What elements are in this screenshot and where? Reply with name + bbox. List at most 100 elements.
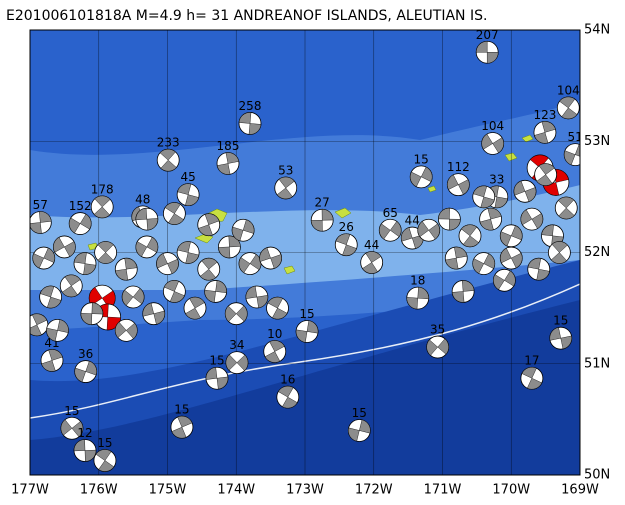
focal-mechanism — [90, 195, 114, 219]
beachball-compression — [348, 419, 371, 442]
beachball-compression — [417, 221, 440, 240]
beachball-compression — [520, 209, 544, 229]
beachball-compression — [559, 96, 578, 120]
beachball-compression — [204, 280, 227, 303]
depth-label: 12 — [77, 426, 92, 440]
focal-mechanism — [417, 218, 441, 242]
depth-label: 15 — [553, 314, 568, 328]
depth-label: 152 — [69, 199, 92, 213]
map-frame — [29, 29, 581, 476]
focal-mechanism — [549, 326, 573, 350]
beachball-compression — [426, 338, 449, 356]
focal-mechanism — [80, 302, 104, 326]
beachball-compression — [295, 320, 319, 343]
beachball-compression — [500, 225, 523, 247]
beachball-compression — [74, 360, 97, 383]
focal-mechanism — [204, 280, 228, 303]
focal-mechanism — [183, 296, 207, 320]
focal-mechanism — [437, 207, 461, 231]
beachball-compression — [97, 241, 114, 264]
beachball-compression — [481, 133, 504, 154]
focal-mechanism — [217, 235, 241, 259]
beachball-compression — [142, 302, 165, 325]
lon-tick-label: 177W — [11, 483, 49, 498]
focal-mechanism — [197, 257, 221, 281]
depth-label: 53 — [278, 163, 293, 177]
depth-label: 207 — [476, 28, 499, 42]
focal-mechanism — [444, 246, 468, 270]
focal-mechanism — [492, 268, 516, 292]
depth-label: 65 — [383, 206, 398, 220]
beachball-compression — [198, 213, 220, 236]
beachball-compression — [536, 163, 555, 186]
focal-mechanism — [426, 335, 450, 359]
depth-label: 33 — [489, 172, 504, 186]
depth-label: 36 — [78, 347, 93, 361]
lat-tick-label: 54N — [584, 23, 610, 38]
focal-mechanism — [197, 213, 221, 237]
focal-mechanism — [451, 280, 475, 303]
beachball-compression — [550, 241, 568, 264]
focal-mechanism — [406, 286, 430, 310]
depth-label: 15 — [352, 406, 367, 420]
focal-mechanism — [238, 112, 262, 135]
beachball-compression — [205, 367, 229, 390]
depth-label: 123 — [533, 108, 556, 122]
focal-mechanism — [334, 233, 358, 257]
beachball-compression — [225, 305, 248, 322]
beachball-compression — [61, 274, 81, 298]
depth-label: 15 — [64, 404, 79, 418]
focal-mechanism — [266, 296, 289, 320]
beachball-compression — [245, 285, 269, 309]
beachball-compression — [53, 237, 76, 257]
beachball-compression — [409, 166, 433, 187]
depth-label: 27 — [315, 196, 330, 210]
lat-tick-label: 50N — [584, 468, 610, 483]
focal-mechanism — [205, 366, 229, 390]
focal-mechanism — [527, 257, 551, 281]
beachball-compression — [41, 349, 63, 372]
depth-label: 48 — [135, 192, 150, 206]
focal-mechanism — [121, 285, 145, 309]
focal-mechanism — [73, 439, 97, 462]
beachball-compression — [406, 286, 429, 310]
lon-tick-label: 174W — [217, 483, 255, 498]
beachball-compression — [362, 251, 382, 274]
focal-mechanism — [499, 246, 523, 270]
beachball-compression — [479, 207, 502, 231]
depth-label: 185 — [217, 139, 240, 153]
beachball-compression — [95, 449, 115, 472]
depth-label: 112 — [447, 160, 470, 174]
beachball-compression — [115, 321, 138, 339]
focal-mechanism — [276, 385, 300, 409]
focal-mechanism — [135, 235, 159, 259]
beachball-compression — [445, 246, 468, 270]
depth-label: 10 — [267, 327, 282, 341]
depth-label: 15 — [299, 307, 314, 321]
focal-mechanism — [499, 224, 523, 248]
focal-mechanism — [52, 235, 76, 259]
focal-mechanism — [238, 252, 262, 276]
beachball-compression — [73, 439, 97, 462]
beachball-compression — [475, 41, 499, 64]
beachball-compression — [527, 258, 550, 281]
beachball-compression — [69, 213, 92, 234]
depth-label: 258 — [239, 99, 262, 113]
focal-mechanism — [472, 252, 496, 276]
focal-mechanism — [68, 212, 92, 235]
depth-label: 104 — [481, 119, 504, 133]
lon-tick-label: 169W — [561, 483, 599, 498]
depth-label: 15 — [209, 354, 224, 368]
beachball-compression — [60, 419, 84, 438]
depth-label: 233 — [157, 136, 180, 150]
focal-mechanism — [176, 241, 200, 264]
beachball-compression — [461, 224, 479, 248]
lat-tick-label: 52N — [584, 245, 610, 260]
beachball-compression — [93, 195, 111, 219]
beachball-compression — [310, 208, 334, 232]
depth-label: 17 — [524, 354, 539, 368]
focal-mechanism — [295, 320, 319, 343]
beachball-compression — [493, 270, 516, 290]
focal-mechanism — [46, 318, 69, 342]
